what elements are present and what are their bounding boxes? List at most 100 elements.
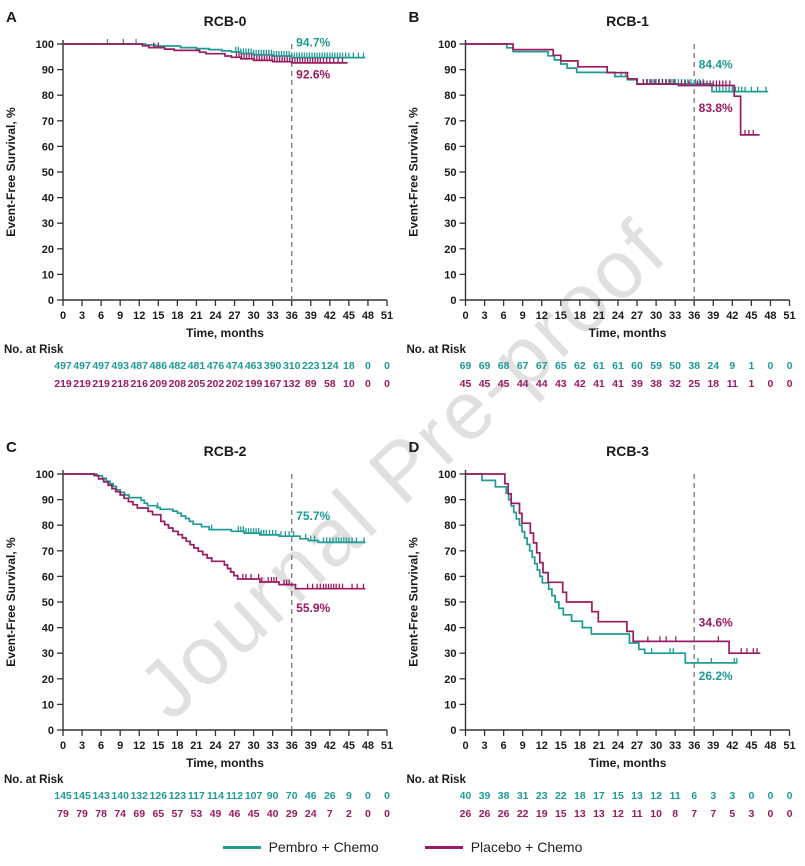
risk-count: 3 (729, 790, 735, 802)
risk-count: 1 (748, 360, 754, 372)
risk-count: 0 (787, 808, 793, 820)
risk-count: 65 (555, 360, 567, 372)
risk-count: 11 (727, 378, 738, 390)
km-curve (465, 473, 761, 655)
figure-legend: Pembro + Chemo Placebo + Chemo (0, 828, 805, 866)
risk-count: 124 (321, 360, 339, 372)
svg-text:70: 70 (42, 546, 54, 558)
risk-count: 0 (384, 808, 390, 820)
km-curve (63, 43, 348, 64)
risk-count: 8 (672, 808, 678, 820)
svg-text:0: 0 (48, 295, 54, 307)
svg-text:27: 27 (631, 740, 643, 752)
svg-text:3: 3 (481, 740, 487, 752)
risk-count: 223 (302, 360, 320, 372)
risk-count: 62 (574, 360, 586, 372)
svg-text:36: 36 (688, 310, 700, 322)
km-series-placebo (63, 473, 366, 590)
svg-text:30: 30 (42, 218, 54, 230)
risk-count: 13 (574, 808, 586, 820)
svg-text:6: 6 (98, 740, 104, 752)
svg-text:60: 60 (42, 571, 54, 583)
svg-text:18: 18 (171, 310, 183, 322)
svg-text:42: 42 (726, 310, 738, 322)
risk-count: 15 (555, 808, 567, 820)
risk-count: 199 (245, 378, 263, 390)
svg-text:40: 40 (444, 193, 456, 205)
svg-text:0: 0 (60, 740, 66, 752)
y-axis-label: Event-Free Survival, % (4, 537, 18, 667)
risk-count: 24 (305, 808, 317, 820)
svg-text:30: 30 (42, 648, 54, 660)
risk-count: 486 (150, 360, 168, 372)
placebo-legend-label: Placebo + Chemo (470, 839, 583, 855)
risk-count: 32 (669, 378, 681, 390)
risk-count: 45 (498, 378, 510, 390)
risk-count: 40 (460, 790, 472, 802)
svg-text:18: 18 (574, 310, 586, 322)
risk-count: 205 (188, 378, 206, 390)
landmark-estimate: 75.7% (296, 509, 330, 523)
pembro-line-swatch (222, 845, 261, 849)
risk-count: 5 (729, 808, 735, 820)
risk-count: 79 (76, 808, 88, 820)
y-axis-label: Event-Free Survival, % (407, 537, 421, 667)
svg-text:80: 80 (444, 520, 456, 532)
risk-count: 140 (111, 790, 129, 802)
svg-text:60: 60 (444, 141, 456, 153)
svg-text:33: 33 (669, 740, 681, 752)
km-curve (63, 473, 366, 544)
risk-count: 45 (479, 378, 491, 390)
svg-text:6: 6 (98, 310, 104, 322)
risk-count: 7 (710, 808, 716, 820)
svg-text:48: 48 (362, 740, 374, 752)
svg-text:3: 3 (79, 310, 85, 322)
risk-count: 0 (768, 378, 774, 390)
risk-count: 25 (688, 378, 700, 390)
risk-count: 78 (95, 808, 107, 820)
risk-count: 15 (612, 790, 624, 802)
svg-text:45: 45 (745, 310, 757, 322)
risk-count: 79 (57, 808, 69, 820)
svg-text:10: 10 (444, 699, 456, 711)
svg-text:60: 60 (444, 571, 456, 583)
risk-count: 57 (172, 808, 184, 820)
svg-text:30: 30 (650, 310, 662, 322)
svg-text:27: 27 (631, 310, 643, 322)
panel-rcb0: A RCB-0 Event-Free Survival, % 0 10 20 30 40 50 6… (0, 0, 402, 430)
risk-count: 209 (150, 378, 168, 390)
svg-text:39: 39 (707, 310, 719, 322)
svg-text:42: 42 (324, 310, 336, 322)
risk-table-label: No. at Risk (4, 774, 64, 786)
svg-text:45: 45 (343, 310, 355, 322)
landmark-estimate: 83.8% (699, 101, 733, 115)
landmark-estimate: 92.6% (296, 68, 330, 82)
risk-count: 67 (517, 360, 529, 372)
risk-count: 3 (748, 808, 754, 820)
risk-count: 107 (245, 790, 263, 802)
svg-text:30: 30 (444, 648, 456, 660)
svg-text:40: 40 (42, 193, 54, 205)
svg-text:70: 70 (444, 546, 456, 558)
risk-count: 114 (207, 790, 224, 802)
panel-letter: D (409, 439, 420, 456)
panel-letter: C (6, 439, 17, 456)
risk-count: 18 (707, 378, 719, 390)
risk-count: 218 (111, 378, 129, 390)
svg-text:51: 51 (381, 310, 393, 322)
km-series-pembro (63, 473, 366, 544)
svg-text:3: 3 (481, 310, 487, 322)
risk-count: 61 (612, 360, 624, 372)
svg-text:21: 21 (190, 310, 202, 322)
risk-count: 310 (283, 360, 301, 372)
svg-text:12: 12 (133, 310, 145, 322)
km-series-placebo (465, 473, 761, 655)
risk-count: 11 (670, 790, 681, 802)
risk-count: 219 (54, 378, 72, 390)
svg-text:70: 70 (42, 116, 54, 128)
